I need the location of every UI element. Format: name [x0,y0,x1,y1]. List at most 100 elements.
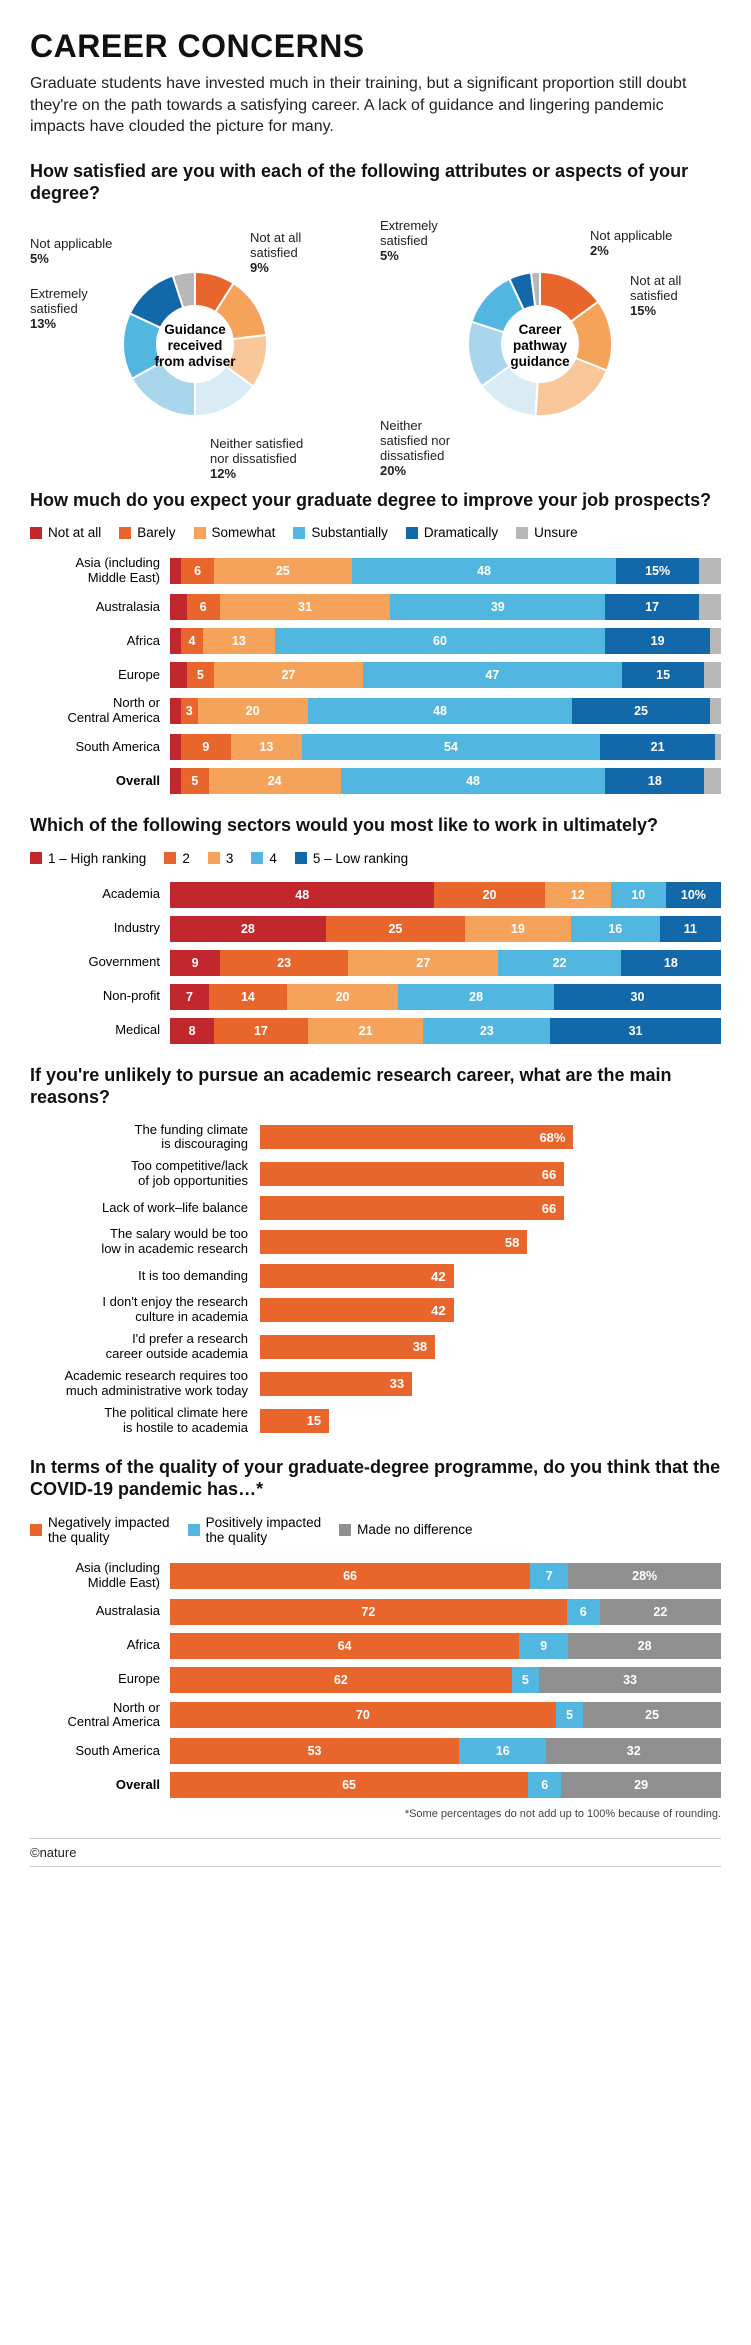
bar-segment: 15 [622,662,705,688]
legend-label: Positively impactedthe quality [206,1515,322,1545]
bar-segment: 9 [170,950,220,976]
hbar-fill: 33 [260,1372,412,1396]
hbar-label: Academic research requires toomuch admin… [30,1369,260,1399]
hbar-label: Lack of work–life balance [30,1201,260,1216]
bar-segment: 60 [275,628,606,654]
bar-segment: 18 [605,768,704,794]
legend-label: Substantially [311,525,388,540]
bar-segment: 11 [660,916,721,942]
bar-segment [170,594,187,620]
hbar-track: 42 [260,1264,721,1288]
legend-item: Made no difference [339,1515,472,1545]
bar-segment: 65 [170,1772,528,1798]
bar-segment [699,594,721,620]
legend-label: 4 [269,851,277,866]
bar-segment: 28 [170,916,326,942]
row-label: Medical [30,1023,170,1038]
legend-swatch [295,852,307,864]
bar-segment: 39 [390,594,605,620]
bar-segment: 12 [545,882,611,908]
hbar-fill: 68% [260,1125,573,1149]
stacked-bar: 6313917 [170,594,721,620]
donut-callout: Neither satisfiednor dissatisfied12% [210,437,303,482]
bar-segment: 5 [556,1702,584,1728]
bar-segment: 16 [571,916,660,942]
legend-swatch [194,527,206,539]
section4-title: If you're unlikely to pursue an academic… [30,1064,721,1109]
legend-item: 4 [251,851,277,866]
bar-segment: 32 [546,1738,721,1764]
bar-segment [170,768,181,794]
bar-segment: 5 [187,662,215,688]
bar-segment: 8 [170,1018,214,1044]
row-label: South America [30,740,170,755]
legend-item: Not at all [30,525,101,540]
donut-callout: Not at allsatisfied15% [630,274,681,319]
hbar-fill: 66 [260,1162,564,1186]
hbar-label: The funding climateis discouraging [30,1123,260,1153]
bar-segment [710,628,721,654]
bar-segment: 20 [434,882,544,908]
bar-segment [170,558,181,584]
bar-segment [704,768,721,794]
stacked-bar: 6254815% [170,558,721,584]
bar-segment [704,662,721,688]
bar-segment: 5 [512,1667,540,1693]
hbar-fill: 66 [260,1196,564,1220]
bar-segment: 9 [519,1633,568,1659]
bar-segment: 27 [214,662,363,688]
section2-chart: Asia (includingMiddle East)6254815%Austr… [30,556,721,794]
stacked-row: Overall65629 [30,1772,721,1798]
hbar-track: 58 [260,1230,721,1254]
row-label: Australasia [30,600,170,615]
hbar-track: 66 [260,1162,721,1186]
legend-item: 1 – High ranking [30,851,146,866]
hbar-row: Too competitive/lackof job opportunities… [30,1159,721,1189]
legend-item: Positively impactedthe quality [188,1515,322,1545]
bar-segment: 48 [308,698,572,724]
bar-segment: 28% [568,1563,721,1589]
stacked-bar: 62533 [170,1667,721,1693]
section3-chart: Academia4820121010%Industry2825191611Gov… [30,882,721,1044]
hbar-fill: 15 [260,1409,329,1433]
bar-segment: 31 [550,1018,721,1044]
page-title: CAREER CONCERNS [30,28,721,65]
legend-label: 2 [182,851,190,866]
row-label: Australasia [30,1604,170,1619]
stacked-row: South America531632 [30,1738,721,1764]
bar-segment: 29 [561,1772,721,1798]
legend-item: Substantially [293,525,388,540]
legend-swatch [188,1524,200,1536]
legend-item: Negatively impactedthe quality [30,1515,170,1545]
legend-swatch [516,527,528,539]
row-label: Industry [30,921,170,936]
bar-segment: 25 [214,558,352,584]
legend-label: Barely [137,525,175,540]
legend-label: Unsure [534,525,578,540]
bar-segment: 47 [363,662,622,688]
donut-section-title: How satisfied are you with each of the f… [30,160,721,205]
bar-segment: 48 [341,768,605,794]
hbar-row: It is too demanding42 [30,1264,721,1288]
legend-item: 3 [208,851,234,866]
row-label: Africa [30,634,170,649]
stacked-bar: 5274715 [170,662,721,688]
bar-segment [715,734,721,760]
donut-callout: Not applicable5% [30,237,112,267]
section4-chart: The funding climateis discouraging68% Too… [30,1123,721,1436]
row-label: Europe [30,1672,170,1687]
stacked-row: Europe5274715 [30,662,721,688]
donut-chart: CareerpathwayguidanceExtremelysatisfied5… [380,219,720,469]
legend-label: Somewhat [212,525,276,540]
donut-callout: Extremelysatisfied13% [30,287,88,332]
stacked-bar: 72622 [170,1599,721,1625]
bar-segment: 33 [539,1667,721,1693]
hbar-fill: 42 [260,1264,454,1288]
section3-title: Which of the following sectors would you… [30,814,721,837]
stacked-row: Australasia72622 [30,1599,721,1625]
legend-swatch [30,527,42,539]
bar-segment: 16 [459,1738,546,1764]
section5-title: In terms of the quality of your graduate… [30,1456,721,1501]
legend-item: Dramatically [406,525,498,540]
row-label: Government [30,955,170,970]
